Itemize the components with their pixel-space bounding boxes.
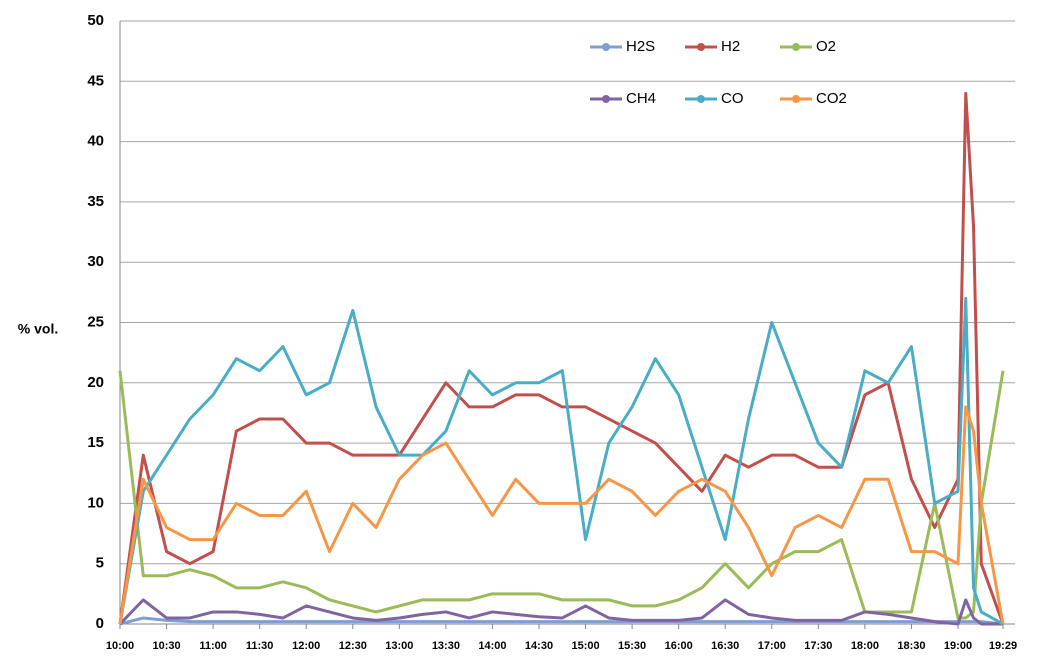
legend-marker bbox=[697, 95, 705, 103]
x-tick-label: 12:00 bbox=[292, 640, 320, 652]
y-tick-label: 20 bbox=[87, 374, 104, 391]
legend-label: CO bbox=[721, 90, 744, 107]
legend-label: H2 bbox=[721, 38, 740, 55]
x-tick-label: 10:30 bbox=[152, 640, 180, 652]
x-tick-label: 16:30 bbox=[711, 640, 739, 652]
legend-marker bbox=[602, 95, 610, 103]
y-tick-label: 10 bbox=[87, 494, 104, 511]
series-line bbox=[118, 91, 1005, 625]
x-tick-label: 18:00 bbox=[851, 640, 879, 652]
x-tick-label: 11:00 bbox=[199, 640, 227, 652]
x-tick-label: 17:30 bbox=[804, 640, 832, 652]
y-tick-label: 50 bbox=[87, 12, 104, 29]
series-line bbox=[118, 296, 1004, 626]
legend-label: CH4 bbox=[626, 90, 656, 107]
series-line bbox=[118, 598, 1003, 626]
x-tick-label: 10:00 bbox=[106, 640, 134, 652]
legend-marker bbox=[792, 95, 800, 103]
legend-marker bbox=[602, 43, 610, 51]
x-tick-label: 18:30 bbox=[897, 640, 925, 652]
legend-label: O2 bbox=[816, 38, 836, 55]
legend-marker bbox=[697, 43, 705, 51]
y-tick-label: 25 bbox=[87, 313, 104, 330]
x-tick-label: 14:00 bbox=[478, 640, 506, 652]
series-line bbox=[118, 370, 1005, 620]
y-tick-label: 40 bbox=[87, 133, 104, 150]
x-tick-label: 15:00 bbox=[571, 640, 599, 652]
y-tick-label: 5 bbox=[96, 555, 104, 572]
legend-label: H2S bbox=[626, 38, 655, 55]
x-tick-label: 11:30 bbox=[246, 640, 274, 652]
x-tick-label: 19:00 bbox=[944, 640, 972, 652]
x-tick-label: 15:30 bbox=[618, 640, 646, 652]
x-tick-label: 13:00 bbox=[385, 640, 413, 652]
x-tick-label: 19:29 bbox=[989, 640, 1017, 652]
y-axis-label: % vol. bbox=[18, 321, 58, 337]
y-tick-label: 35 bbox=[87, 193, 104, 210]
y-tick-label: 45 bbox=[87, 72, 104, 89]
legend-marker bbox=[792, 43, 800, 51]
x-tick-label: 14:30 bbox=[525, 640, 553, 652]
x-tick-label: 12:30 bbox=[339, 640, 367, 652]
series-line bbox=[118, 405, 1005, 625]
y-tick-label: 0 bbox=[96, 615, 104, 632]
legend-label: CO2 bbox=[816, 90, 847, 107]
y-tick-label: 30 bbox=[87, 253, 104, 270]
x-tick-label: 17:00 bbox=[758, 640, 786, 652]
series-line bbox=[119, 616, 1004, 626]
y-tick-label: 15 bbox=[87, 434, 104, 451]
x-tick-label: 13:30 bbox=[432, 640, 460, 652]
x-tick-label: 16:00 bbox=[665, 640, 693, 652]
legend: H2S H2 O2 CH4 CO CO2 bbox=[590, 38, 847, 107]
